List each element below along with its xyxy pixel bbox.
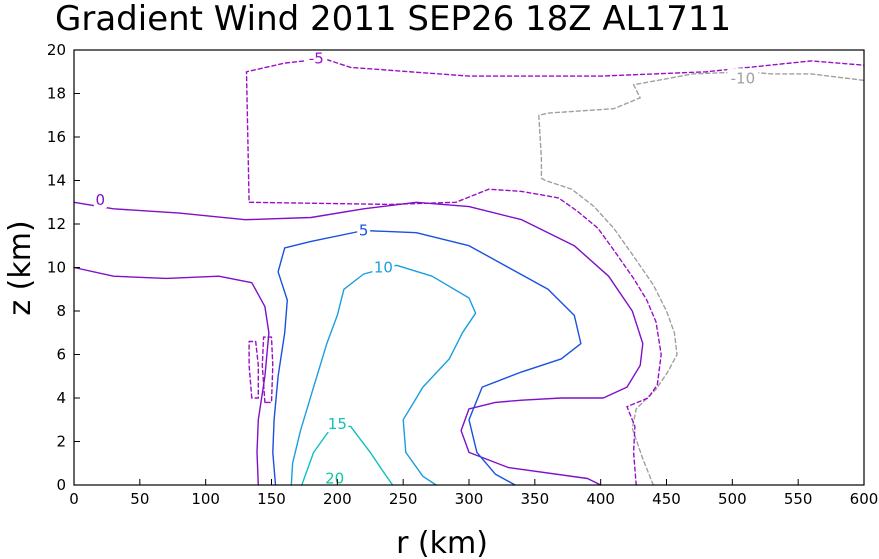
x-tick-label: 50 (130, 490, 149, 508)
x-tick-label: 350 (521, 490, 550, 508)
y-tick-label: 14 (47, 172, 66, 190)
x-tick-label: 200 (323, 490, 352, 508)
x-axis-label: r (km) (396, 526, 488, 559)
x-tick-label: 400 (586, 490, 615, 508)
contour-label: 0 (96, 191, 106, 209)
y-tick-label: 6 (56, 346, 66, 364)
contour-label-background (727, 68, 759, 87)
x-tick-label: 500 (718, 490, 747, 508)
contour-line (301, 425, 394, 486)
y-tick-label: 0 (56, 476, 66, 494)
y-tick-label: 12 (47, 215, 66, 233)
tick-layer: 0 50 100 150 200 250 300 350 400 450 500 550 6000246… (47, 41, 878, 508)
contour-line (538, 71, 865, 486)
contour-label-background (372, 257, 395, 276)
contour-label-background (323, 468, 346, 487)
y-tick-label: 2 (56, 433, 66, 451)
contour-line (73, 201, 644, 486)
contour-label-layer: -10 -5 0 5 10 15 20 (93, 48, 759, 487)
y-axis-label: z (km) (3, 220, 38, 315)
y-tick-label: 16 (47, 128, 66, 146)
contour-label: 15 (328, 415, 347, 433)
contour-label: 20 (325, 469, 344, 487)
x-tick-label: 150 (257, 490, 286, 508)
x-tick-label: 600 (850, 490, 879, 508)
y-tick-label: 8 (56, 302, 66, 320)
contour-label-background (357, 220, 371, 239)
y-tick-label: 10 (47, 259, 66, 277)
y-tick-label: 18 (47, 85, 66, 103)
contour-line (290, 264, 477, 486)
contour-label-background (326, 414, 349, 433)
contour-label: -5 (309, 50, 324, 68)
contour-line (272, 229, 582, 486)
contour-line (73, 266, 270, 486)
contour-line (248, 340, 259, 399)
contour-label-background (305, 48, 328, 67)
y-tick-label: 4 (56, 389, 66, 407)
contour-label: -10 (731, 69, 756, 87)
chart-title: Gradient Wind 2011 SEP26 18Z AL1711 (55, 0, 731, 39)
contour-line (261, 336, 274, 404)
x-tick-label: 550 (784, 490, 813, 508)
x-tick-label: 450 (652, 490, 681, 508)
contour-line (245, 58, 865, 486)
x-tick-label: 300 (455, 490, 484, 508)
contour-label: 10 (374, 259, 393, 277)
x-tick-label: 100 (191, 490, 220, 508)
contour-layer (73, 58, 865, 486)
contour-label-background (93, 190, 107, 209)
x-tick-label: 0 (69, 490, 79, 508)
contour-label: 5 (359, 222, 369, 240)
x-tick-label: 250 (389, 490, 418, 508)
y-tick-label: 20 (47, 41, 66, 59)
